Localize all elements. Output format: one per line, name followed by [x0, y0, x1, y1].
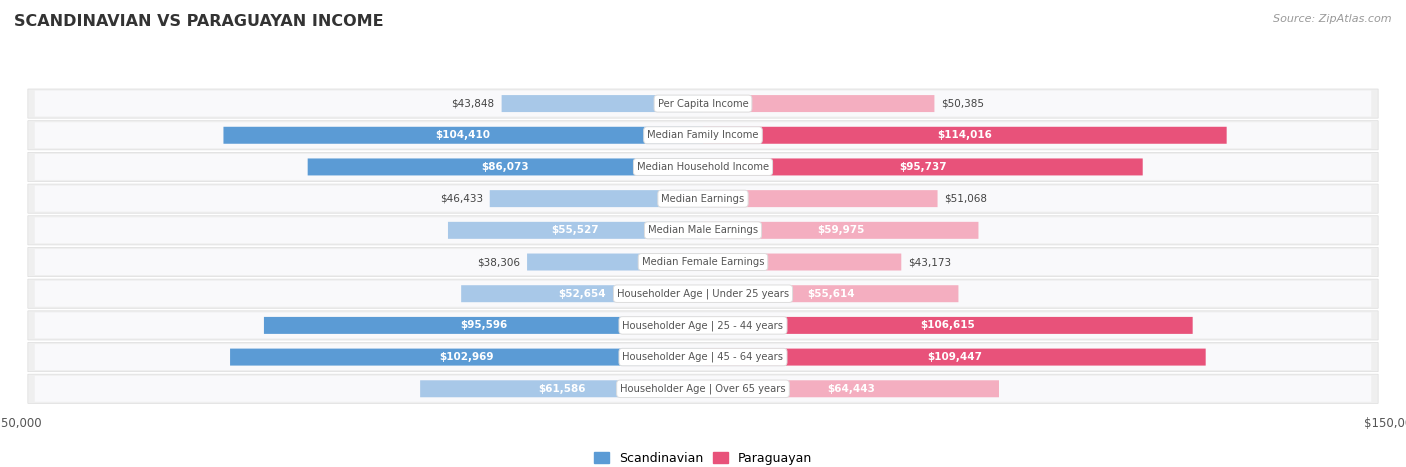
FancyBboxPatch shape — [703, 95, 935, 112]
FancyBboxPatch shape — [224, 127, 703, 144]
FancyBboxPatch shape — [703, 190, 938, 207]
FancyBboxPatch shape — [35, 91, 1371, 117]
Text: $61,586: $61,586 — [538, 384, 585, 394]
FancyBboxPatch shape — [28, 279, 1378, 308]
FancyBboxPatch shape — [703, 348, 1206, 366]
Text: SCANDINAVIAN VS PARAGUAYAN INCOME: SCANDINAVIAN VS PARAGUAYAN INCOME — [14, 14, 384, 29]
FancyBboxPatch shape — [703, 317, 1192, 334]
Legend: Scandinavian, Paraguayan: Scandinavian, Paraguayan — [591, 448, 815, 467]
Text: $114,016: $114,016 — [938, 130, 993, 140]
Text: Householder Age | Over 65 years: Householder Age | Over 65 years — [620, 383, 786, 394]
FancyBboxPatch shape — [28, 216, 1378, 245]
Text: Median Household Income: Median Household Income — [637, 162, 769, 172]
Text: Householder Age | Under 25 years: Householder Age | Under 25 years — [617, 289, 789, 299]
FancyBboxPatch shape — [308, 158, 703, 176]
FancyBboxPatch shape — [35, 154, 1371, 180]
Text: $46,433: $46,433 — [440, 194, 482, 204]
Text: $50,385: $50,385 — [941, 99, 984, 108]
Text: $43,848: $43,848 — [451, 99, 495, 108]
FancyBboxPatch shape — [35, 186, 1371, 212]
Text: $55,614: $55,614 — [807, 289, 855, 299]
FancyBboxPatch shape — [703, 254, 901, 270]
FancyBboxPatch shape — [703, 158, 1143, 176]
Text: $51,068: $51,068 — [945, 194, 987, 204]
Text: $43,173: $43,173 — [908, 257, 952, 267]
Text: $59,975: $59,975 — [817, 226, 865, 235]
Text: Source: ZipAtlas.com: Source: ZipAtlas.com — [1274, 14, 1392, 24]
FancyBboxPatch shape — [28, 120, 1378, 150]
FancyBboxPatch shape — [35, 312, 1371, 339]
FancyBboxPatch shape — [28, 152, 1378, 182]
FancyBboxPatch shape — [28, 342, 1378, 372]
FancyBboxPatch shape — [28, 248, 1378, 276]
Text: $52,654: $52,654 — [558, 289, 606, 299]
Text: $106,615: $106,615 — [921, 320, 976, 330]
Text: $109,447: $109,447 — [927, 352, 981, 362]
Text: $102,969: $102,969 — [439, 352, 494, 362]
FancyBboxPatch shape — [28, 311, 1378, 340]
FancyBboxPatch shape — [703, 127, 1226, 144]
FancyBboxPatch shape — [502, 95, 703, 112]
FancyBboxPatch shape — [703, 285, 959, 302]
FancyBboxPatch shape — [703, 222, 979, 239]
Text: $104,410: $104,410 — [436, 130, 491, 140]
Text: Householder Age | 45 - 64 years: Householder Age | 45 - 64 years — [623, 352, 783, 362]
FancyBboxPatch shape — [231, 348, 703, 366]
Text: $64,443: $64,443 — [827, 384, 875, 394]
FancyBboxPatch shape — [35, 217, 1371, 243]
FancyBboxPatch shape — [461, 285, 703, 302]
Text: $95,596: $95,596 — [460, 320, 508, 330]
Text: $55,527: $55,527 — [551, 226, 599, 235]
FancyBboxPatch shape — [489, 190, 703, 207]
FancyBboxPatch shape — [28, 184, 1378, 213]
FancyBboxPatch shape — [35, 249, 1371, 275]
Text: Median Male Earnings: Median Male Earnings — [648, 226, 758, 235]
Text: Median Female Earnings: Median Female Earnings — [641, 257, 765, 267]
Text: Median Family Income: Median Family Income — [647, 130, 759, 140]
FancyBboxPatch shape — [35, 376, 1371, 402]
Text: $95,737: $95,737 — [898, 162, 946, 172]
FancyBboxPatch shape — [703, 380, 1000, 397]
FancyBboxPatch shape — [35, 344, 1371, 370]
Text: $86,073: $86,073 — [481, 162, 529, 172]
FancyBboxPatch shape — [420, 380, 703, 397]
FancyBboxPatch shape — [449, 222, 703, 239]
Text: $38,306: $38,306 — [477, 257, 520, 267]
Text: Per Capita Income: Per Capita Income — [658, 99, 748, 108]
Text: Householder Age | 25 - 44 years: Householder Age | 25 - 44 years — [623, 320, 783, 331]
Text: Median Earnings: Median Earnings — [661, 194, 745, 204]
FancyBboxPatch shape — [28, 89, 1378, 118]
FancyBboxPatch shape — [527, 254, 703, 270]
FancyBboxPatch shape — [264, 317, 703, 334]
FancyBboxPatch shape — [28, 374, 1378, 403]
FancyBboxPatch shape — [35, 122, 1371, 148]
FancyBboxPatch shape — [35, 281, 1371, 307]
